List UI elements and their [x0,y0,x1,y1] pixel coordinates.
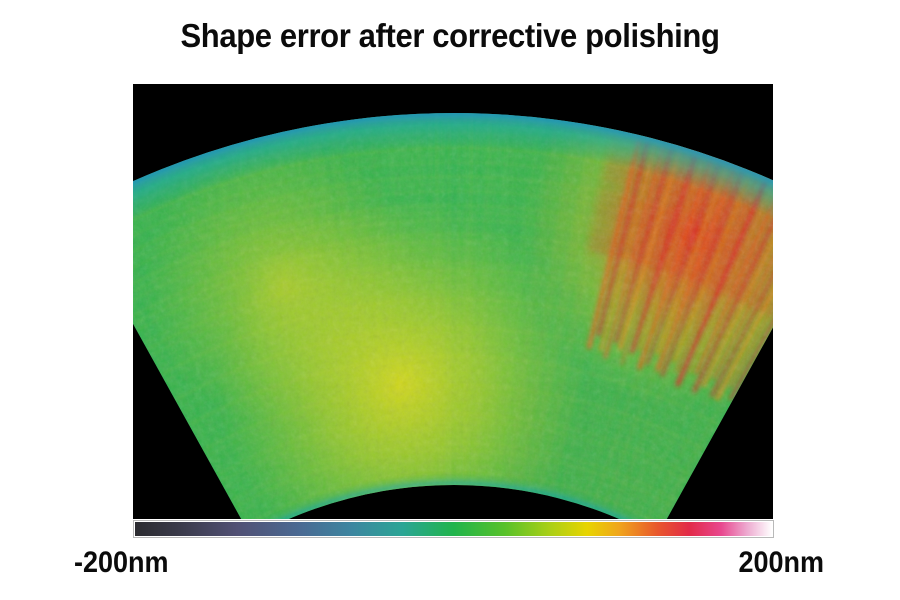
colorbar-gradient [135,522,772,536]
colorbar [133,520,774,538]
page-title: Shape error after corrective polishing [180,17,720,54]
outer-rim-fringe [133,112,773,519]
aperture-group [133,112,773,519]
colorbar-max-label: 200nm [738,546,824,579]
inner-rim-fringe [133,113,773,519]
shape-error-map-panel [133,84,773,519]
colorbar-min-label: -200nm [74,546,169,579]
shape-error-heatmap [133,84,773,519]
